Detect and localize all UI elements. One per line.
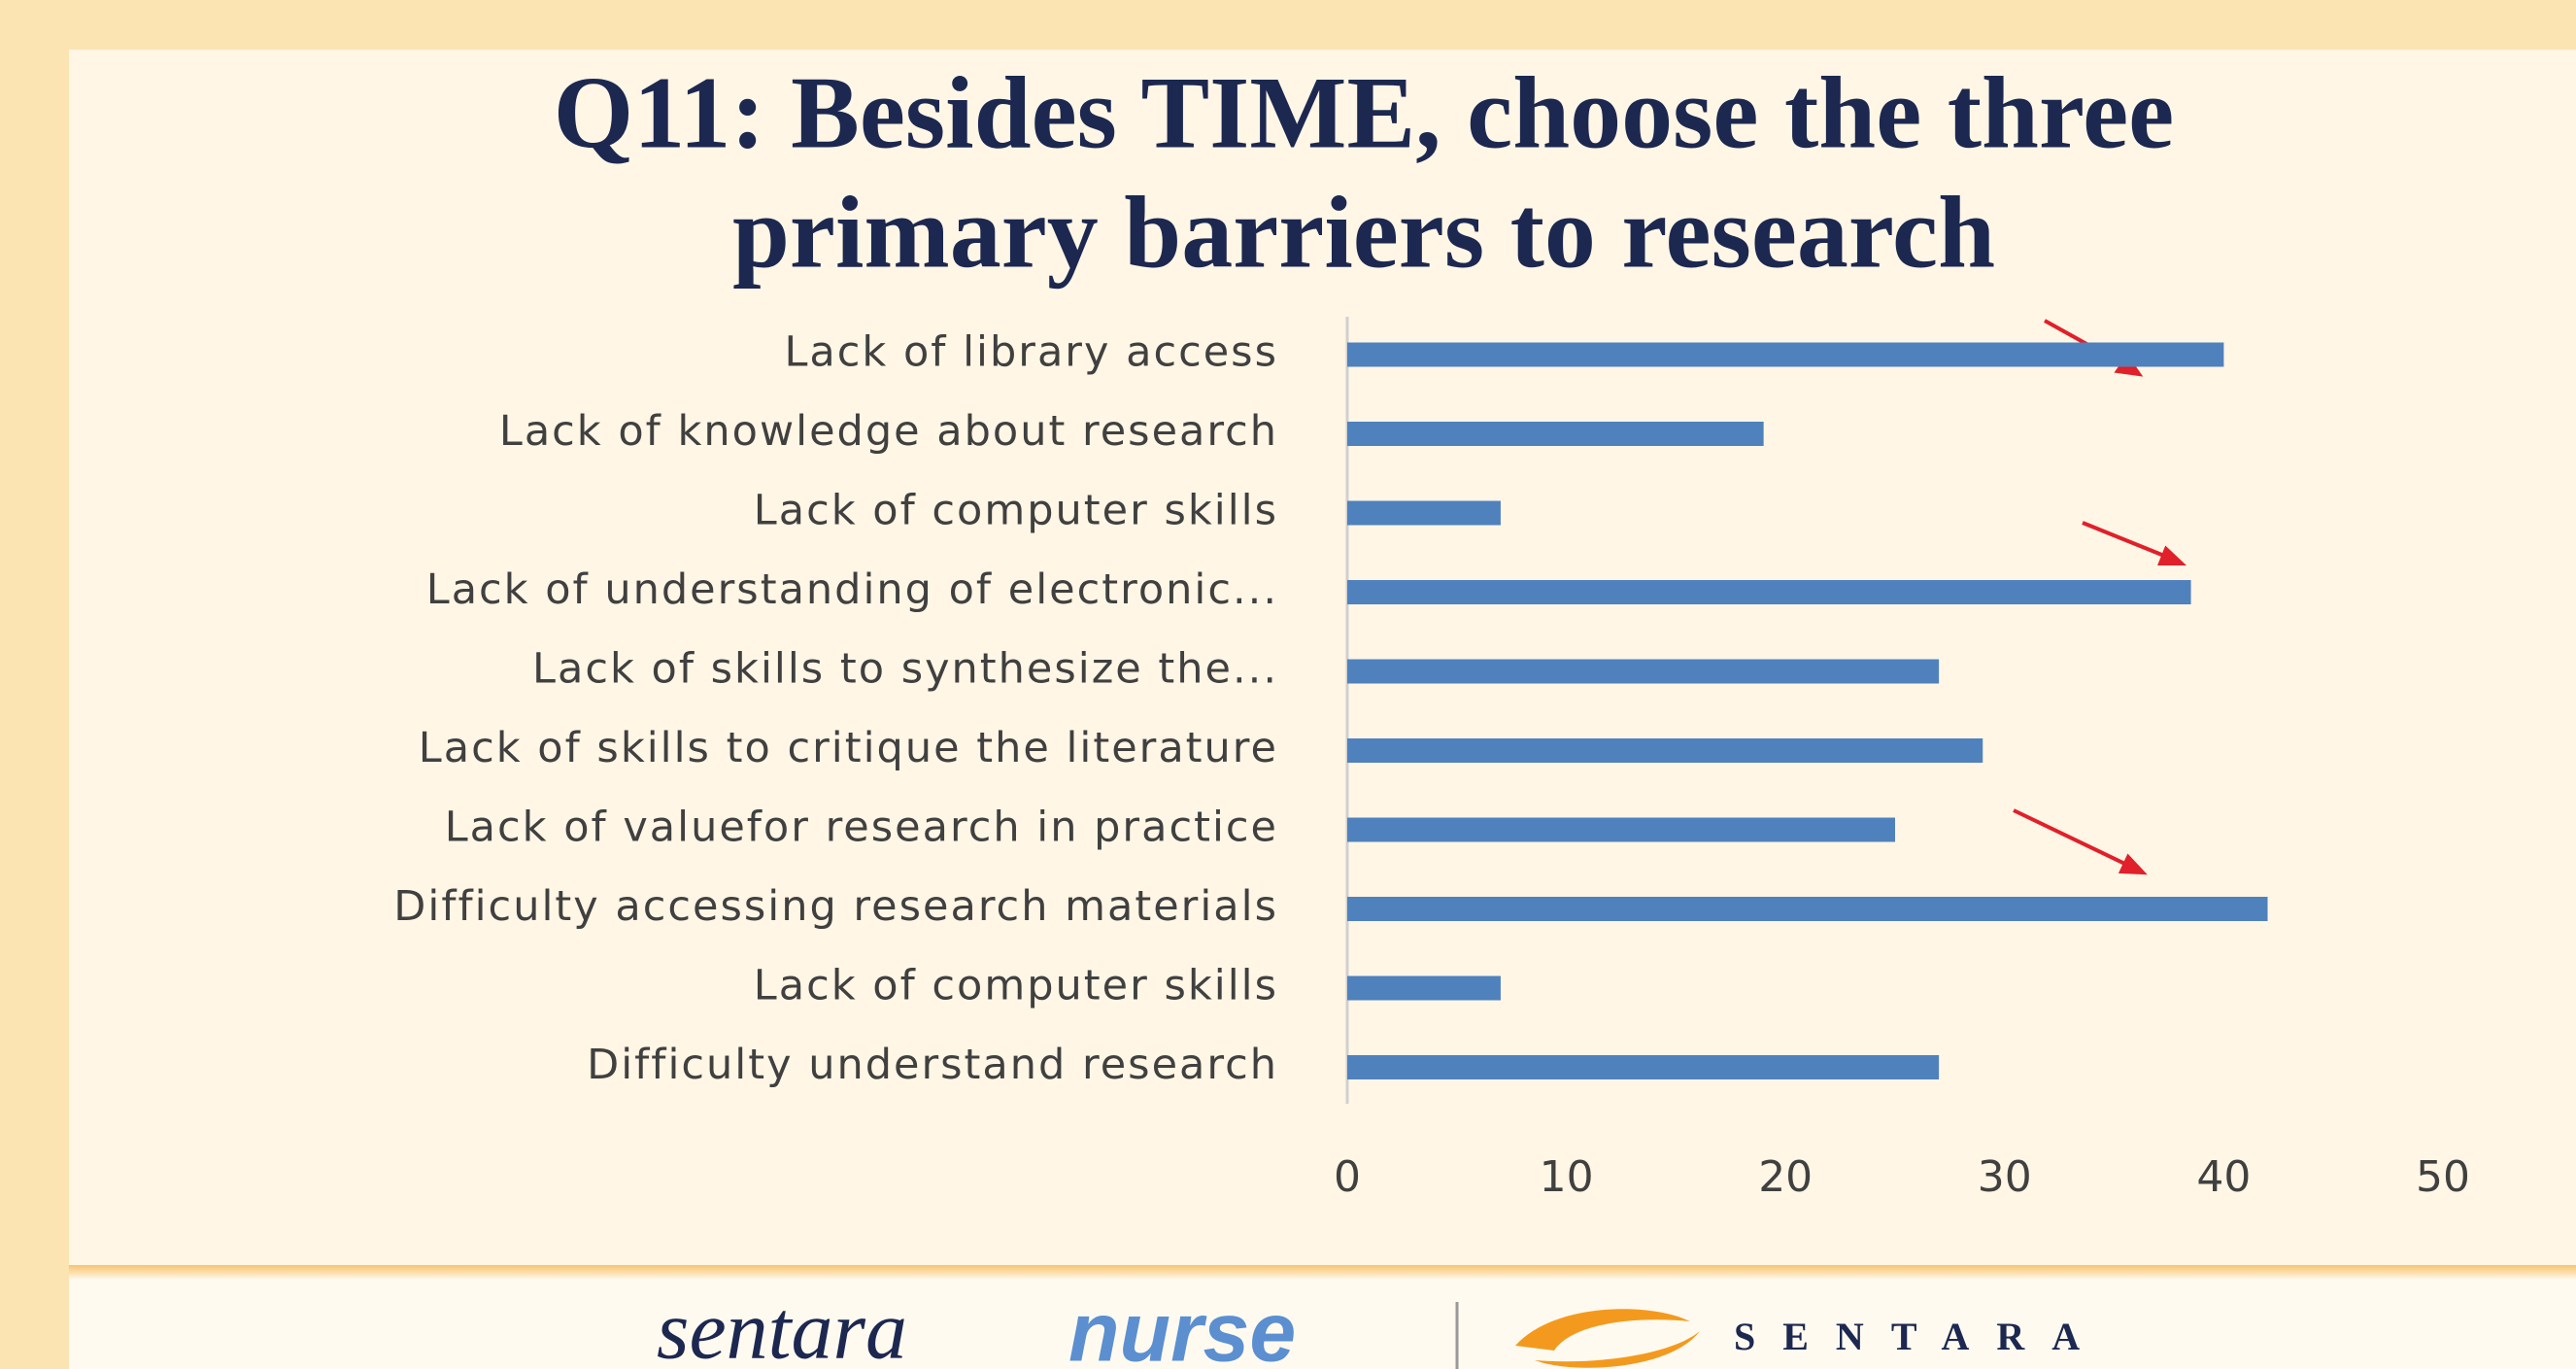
y-tick-label: Difficulty understand research — [587, 1041, 1278, 1089]
y-tick-label: Lack of library access — [784, 328, 1278, 377]
x-tick-label: 10 — [1540, 1152, 1594, 1202]
arrows — [2013, 319, 2187, 875]
y-tick-label: Lack of valuefor research in practice — [445, 804, 1278, 852]
bar — [1347, 1055, 1940, 1079]
footer — [69, 1279, 2576, 1369]
y-tick-label: Lack of skills to synthesize the... — [532, 645, 1278, 694]
footer-band — [69, 1265, 2576, 1279]
panel — [69, 50, 2576, 1265]
bar — [1347, 738, 1983, 763]
y-tick-label: Lack of skills to critique the literatur… — [419, 724, 1278, 772]
bar — [1347, 342, 2224, 367]
chart-title: Q11: Besides TIME, choose the three — [554, 55, 2174, 169]
bar — [1347, 500, 1501, 526]
bar — [1347, 659, 1940, 684]
x-tick-label: 0 — [1334, 1152, 1361, 1202]
x-tick-label: 40 — [2196, 1152, 2251, 1202]
y-tick-label: Lack of computer skills — [754, 962, 1278, 1010]
chart-title: primary barriers to research — [732, 175, 1995, 289]
brand: sentara — [657, 1283, 907, 1369]
logo-swoosh — [1515, 1309, 1700, 1368]
x-tick-label: 50 — [2416, 1152, 2470, 1202]
bar — [1347, 422, 1764, 446]
y-tick-label: Lack of knowledge about research — [499, 407, 1278, 456]
y-tick-label: Difficulty accessing research materials — [393, 882, 1278, 931]
bar — [1347, 817, 1895, 842]
bar — [1347, 580, 2191, 604]
x-tick-label: 30 — [1978, 1152, 2032, 1202]
bar — [1347, 897, 2268, 921]
y-tick-label: Lack of understanding of electronic... — [426, 565, 1278, 614]
brand-accent: nurse — [1068, 1286, 1296, 1369]
bar — [1347, 975, 1501, 1001]
x-tick-label: 20 — [1758, 1152, 1813, 1202]
plot: 0 10 20 30 40 50 Lack of library access Lack of… — [393, 328, 2470, 1203]
y-tick-label: Lack of computer skills — [754, 487, 1278, 535]
logo-text: SENTARA — [1734, 1315, 2107, 1358]
